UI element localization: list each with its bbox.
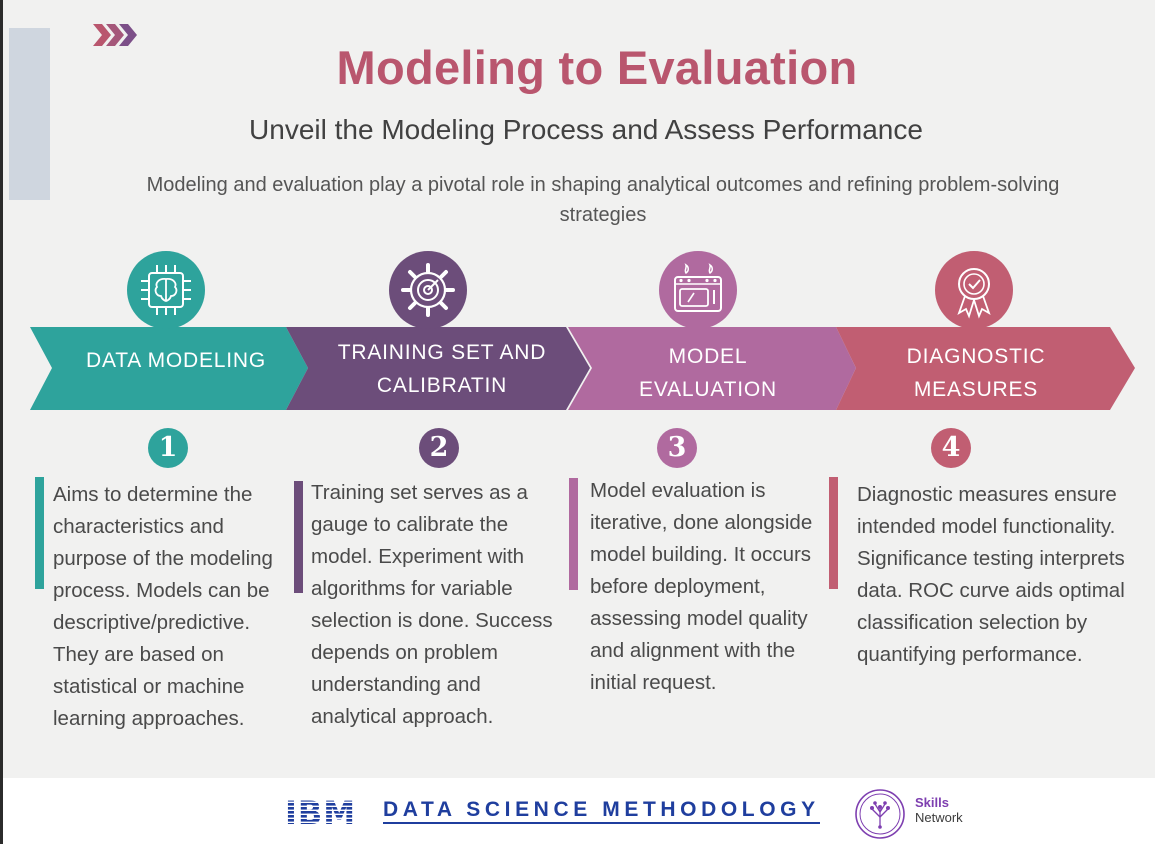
footer [3,778,1155,844]
accent-bar-2 [294,481,303,593]
gear-target-icon [389,251,467,329]
stage-label-training-set: TRAINING SET AND CALIBRATIN [337,341,547,397]
page-description: Modeling and evaluation play a pivotal r… [146,174,1060,226]
oven-icon [659,251,737,329]
stage-label-diagnostic: DIAGNOSTIC MEASURES [906,345,1046,401]
stage-description-1: Aims to determine the characteristics an… [53,483,273,730]
arrow-model-evaluation [568,327,856,410]
page-title: Modeling to Evaluation [336,41,858,94]
accent-bar-4 [829,477,838,589]
accent-bar-1 [35,477,44,589]
stage-description-3: Model evaluation is iterative, done alon… [590,479,813,694]
ibm-logo: IBM [285,795,356,829]
decorative-side-bar [9,28,50,200]
stage-label-data-modeling: DATA MODELING [86,349,266,372]
step-number-3: 3 [657,428,697,468]
arrow-data-modeling [30,327,308,410]
triple-chevron-icon [93,24,137,46]
skills-network-network: Network [915,810,963,825]
svg-text:IBM: IBM [285,795,356,829]
skills-network-skills: Skills [915,795,949,810]
page-subtitle: Unveil the Modeling Process and Assess P… [249,114,923,145]
skills-network-logo [855,789,905,839]
process-arrows [30,327,1135,410]
brain-chip-icon [127,251,205,329]
arrow-training-set [286,327,590,410]
award-ribbon-icon [935,251,1013,329]
arrow-diagnostic [836,327,1135,410]
stage-description-4: Diagnostic measures ensure intended mode… [857,483,1125,666]
accent-bar-3 [569,478,578,590]
methodology-title: DATA SCIENCE METHODOLOGY [383,798,820,824]
stage-label-model-evaluation: MODEL EVALUATION [639,345,777,401]
step-number-2: 2 [419,428,459,468]
step-number-4: 4 [931,428,971,468]
stage-description-2: Training set serves as a gauge to calibr… [311,481,553,728]
infographic: Modeling to Evaluation Unveil the Modeli… [3,0,1155,844]
step-number-1: 1 [148,428,188,468]
